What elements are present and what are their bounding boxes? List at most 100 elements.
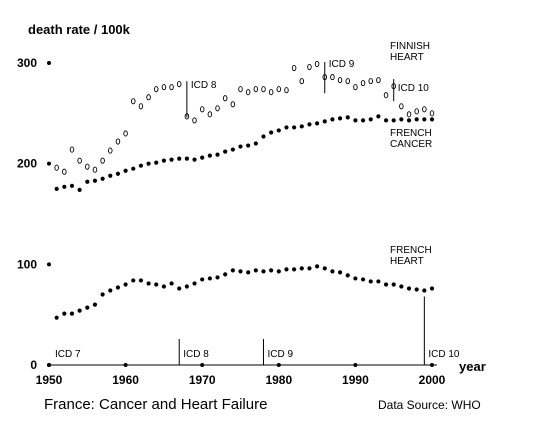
data-point <box>307 63 312 71</box>
data-point <box>77 308 82 313</box>
series-label: FINNISH <box>390 41 430 52</box>
data-point <box>230 101 236 108</box>
data-point <box>345 78 350 85</box>
data-point <box>108 288 113 293</box>
data-point <box>62 168 67 175</box>
data-point <box>108 147 113 154</box>
data-point <box>315 264 320 269</box>
data-point <box>200 277 205 282</box>
data-point <box>422 117 427 122</box>
x-tick-label: 1970 <box>189 373 216 387</box>
data-point <box>353 276 358 281</box>
data-point <box>100 176 105 181</box>
data-point <box>146 281 151 286</box>
data-point <box>330 74 335 81</box>
data-point <box>77 157 82 164</box>
data-point <box>238 86 243 93</box>
data-point <box>391 282 396 287</box>
data-point <box>429 117 435 122</box>
data-point <box>322 266 327 271</box>
y-tick-label: 200 <box>17 157 37 171</box>
data-point <box>92 178 98 183</box>
data-point <box>54 315 59 320</box>
data-point <box>414 287 419 292</box>
data-point <box>261 86 266 93</box>
series-label: CANCER <box>390 139 432 150</box>
data-point <box>85 305 90 310</box>
data-point <box>100 292 105 297</box>
data-point <box>261 134 266 139</box>
icd-label: ICD 7 <box>55 349 81 360</box>
data-point <box>115 171 121 176</box>
data-point <box>399 103 404 110</box>
series-label: FRENCH <box>390 245 432 256</box>
data-point <box>192 281 197 286</box>
data-point <box>192 117 197 124</box>
x-tick-label: 1990 <box>342 373 369 387</box>
data-point <box>199 106 205 113</box>
data-point <box>123 282 128 287</box>
data-point <box>276 128 281 133</box>
data-point <box>376 279 381 284</box>
y-tick-mark <box>47 61 51 65</box>
data-point <box>429 110 435 117</box>
data-point <box>406 286 412 291</box>
data-point <box>276 86 282 93</box>
data-point <box>399 117 404 122</box>
data-point <box>223 149 228 154</box>
data-point <box>207 153 212 158</box>
data-point <box>138 278 144 283</box>
y-tick-label: 0 <box>30 358 37 372</box>
data-point <box>223 272 228 277</box>
data-point <box>337 270 343 275</box>
data-point <box>62 311 67 316</box>
data-point <box>85 179 90 184</box>
data-point <box>269 268 274 273</box>
data-point <box>138 103 144 110</box>
data-point <box>184 113 190 120</box>
axis-ticks: 0 100 200 300 1950 1960 1970 1980 1990 2000 <box>17 56 446 387</box>
data-point <box>337 116 343 121</box>
data-point <box>322 119 327 124</box>
y-axis-label: death rate / 100k <box>28 22 131 37</box>
data-point <box>161 284 166 289</box>
data-point <box>230 147 235 152</box>
icd-label: ICD 8 <box>191 80 217 91</box>
data-point <box>253 86 259 93</box>
series-label: HEART <box>390 256 424 267</box>
data-point <box>215 105 220 112</box>
data-point <box>92 302 98 307</box>
series-label: HEART <box>390 52 424 63</box>
data-point <box>414 117 419 122</box>
data-point <box>330 117 335 122</box>
data-point <box>322 74 328 81</box>
data-point <box>161 158 166 163</box>
data-point <box>292 267 297 272</box>
data-point <box>200 155 205 160</box>
data-point <box>69 311 75 316</box>
x-tick-mark <box>47 363 51 367</box>
data-point <box>192 157 197 162</box>
data-point <box>383 282 389 287</box>
data-point <box>131 278 136 283</box>
data-point <box>383 92 389 99</box>
data-point <box>215 275 220 280</box>
data-point <box>345 273 350 278</box>
data-point <box>207 276 212 281</box>
y-tick-label: 100 <box>17 257 37 271</box>
data-point <box>62 184 67 189</box>
x-tick-label: 2000 <box>419 373 446 387</box>
data-point <box>238 269 243 274</box>
data-point <box>269 130 274 135</box>
data-point <box>376 114 381 119</box>
y-tick-mark <box>47 161 51 166</box>
data-point <box>406 111 412 118</box>
data-point <box>115 285 121 290</box>
data-point <box>291 64 297 72</box>
data-source: Data Source: WHO <box>378 398 481 412</box>
series-label: FRENCH <box>390 128 432 139</box>
data-point <box>422 288 427 293</box>
x-axis-label: year <box>459 359 486 374</box>
